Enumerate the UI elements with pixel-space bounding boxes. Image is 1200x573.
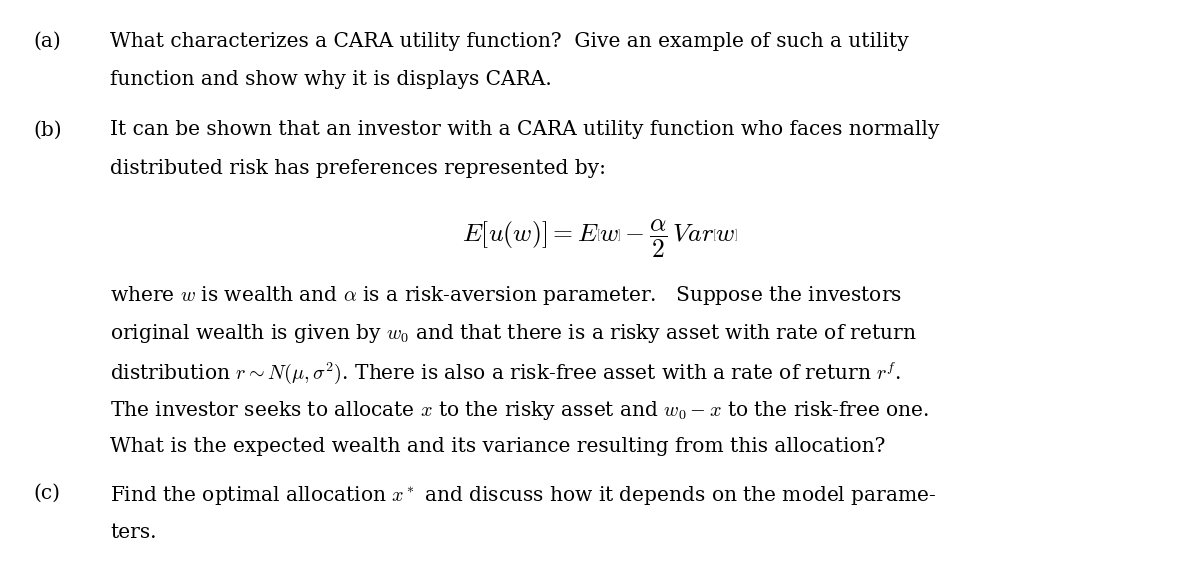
Text: distribution $r \sim N(\mu, \sigma^2)$. There is also a risk-free asset with a r: distribution $r \sim N(\mu, \sigma^2)$. … — [110, 360, 902, 386]
Text: (b): (b) — [34, 120, 62, 139]
Text: where $w$ is wealth and $\alpha$ is a risk-aversion parameter.   Suppose the inv: where $w$ is wealth and $\alpha$ is a ri… — [110, 284, 902, 307]
Text: What characterizes a CARA utility function?  Give an example of such a utility: What characterizes a CARA utility functi… — [110, 32, 910, 50]
Text: Find the optimal allocation $x^*$ and discuss how it depends on the model parame: Find the optimal allocation $x^*$ and di… — [110, 484, 936, 507]
Text: original wealth is given by $w_0$ and that there is a risky asset with rate of r: original wealth is given by $w_0$ and th… — [110, 322, 917, 345]
Text: (c): (c) — [34, 484, 60, 503]
Text: What is the expected wealth and its variance resulting from this allocation?: What is the expected wealth and its vari… — [110, 437, 886, 456]
Text: (a): (a) — [34, 32, 61, 50]
Text: function and show why it is displays CARA.: function and show why it is displays CAR… — [110, 70, 552, 89]
Text: distributed risk has preferences represented by:: distributed risk has preferences represe… — [110, 159, 606, 178]
Text: The investor seeks to allocate $x$ to the risky asset and $w_0 - x$ to the risk-: The investor seeks to allocate $x$ to th… — [110, 399, 930, 422]
Text: ters.: ters. — [110, 523, 157, 541]
Text: It can be shown that an investor with a CARA utility function who faces normally: It can be shown that an investor with a … — [110, 120, 940, 139]
Text: $E\left[u(w)\right] = E\left[w\right] - \dfrac{\alpha}{2}\,Var\left[w\right]$: $E\left[u(w)\right] = E\left[w\right] - … — [462, 218, 738, 260]
